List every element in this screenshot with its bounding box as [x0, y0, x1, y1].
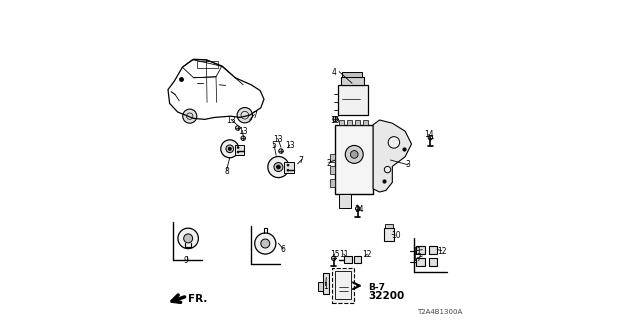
Text: 3: 3 [406, 160, 410, 169]
Circle shape [428, 135, 433, 140]
Bar [339, 120, 344, 125]
Circle shape [184, 234, 193, 243]
Text: 6: 6 [281, 245, 285, 254]
Bar [330, 154, 335, 162]
Bar [417, 246, 425, 254]
Text: 9: 9 [184, 256, 189, 265]
Bar [330, 166, 335, 174]
Text: 7: 7 [252, 111, 257, 120]
Text: 10: 10 [391, 231, 401, 240]
Bar [235, 145, 244, 155]
Bar [429, 258, 438, 266]
Bar [347, 120, 353, 125]
Text: 13: 13 [226, 116, 236, 124]
Text: 11: 11 [412, 247, 421, 256]
Circle shape [255, 233, 276, 254]
Circle shape [351, 151, 358, 158]
Bar [335, 271, 351, 299]
Text: 5: 5 [271, 141, 276, 150]
Circle shape [388, 137, 399, 148]
Circle shape [261, 239, 270, 248]
Text: 32200: 32200 [368, 291, 404, 301]
Bar [284, 162, 294, 173]
Text: 8: 8 [224, 167, 229, 176]
Bar [338, 85, 368, 115]
Bar [330, 179, 335, 187]
Text: 15: 15 [330, 250, 340, 259]
Text: 1: 1 [323, 282, 328, 291]
Bar [417, 258, 425, 266]
Bar [341, 77, 364, 85]
Circle shape [241, 136, 246, 140]
Text: 16: 16 [330, 116, 340, 124]
Text: 11: 11 [339, 250, 348, 259]
Text: 13: 13 [237, 127, 248, 136]
Bar [355, 120, 360, 125]
Text: 4: 4 [332, 68, 337, 76]
Bar [342, 72, 362, 77]
Circle shape [237, 151, 239, 153]
Text: FR.: FR. [188, 294, 207, 304]
Circle shape [287, 164, 289, 166]
Bar [362, 120, 369, 125]
Bar [317, 282, 323, 291]
Bar [335, 125, 373, 194]
Bar [197, 61, 218, 68]
Text: 12: 12 [437, 247, 446, 256]
Circle shape [333, 116, 338, 122]
Circle shape [226, 145, 234, 153]
Polygon shape [373, 120, 412, 192]
Circle shape [287, 169, 289, 171]
Circle shape [332, 256, 336, 260]
Text: 14: 14 [424, 130, 434, 139]
Text: 17: 17 [412, 254, 422, 263]
Text: 13: 13 [273, 135, 283, 144]
Text: 13: 13 [285, 141, 294, 150]
Bar [429, 246, 438, 254]
Bar [323, 273, 329, 294]
Circle shape [228, 147, 232, 150]
Bar [354, 256, 362, 263]
Circle shape [356, 206, 360, 211]
Circle shape [236, 126, 240, 130]
Circle shape [268, 156, 289, 178]
Circle shape [276, 165, 280, 169]
Circle shape [178, 228, 198, 249]
Circle shape [237, 147, 239, 148]
Text: 2: 2 [326, 159, 331, 168]
Circle shape [385, 166, 390, 173]
Bar [332, 268, 354, 303]
Text: 12: 12 [363, 250, 372, 259]
Text: B-7: B-7 [368, 284, 385, 292]
Text: T2A4B1300A: T2A4B1300A [417, 309, 462, 315]
Bar [339, 194, 351, 208]
Circle shape [279, 149, 284, 153]
Circle shape [237, 108, 253, 123]
Bar [384, 228, 394, 241]
Circle shape [274, 163, 283, 172]
Bar [344, 256, 352, 263]
Bar [385, 224, 393, 228]
Text: 7: 7 [298, 156, 303, 164]
Circle shape [183, 109, 197, 123]
Text: 14: 14 [355, 205, 364, 214]
Circle shape [221, 140, 239, 158]
Circle shape [346, 145, 364, 163]
